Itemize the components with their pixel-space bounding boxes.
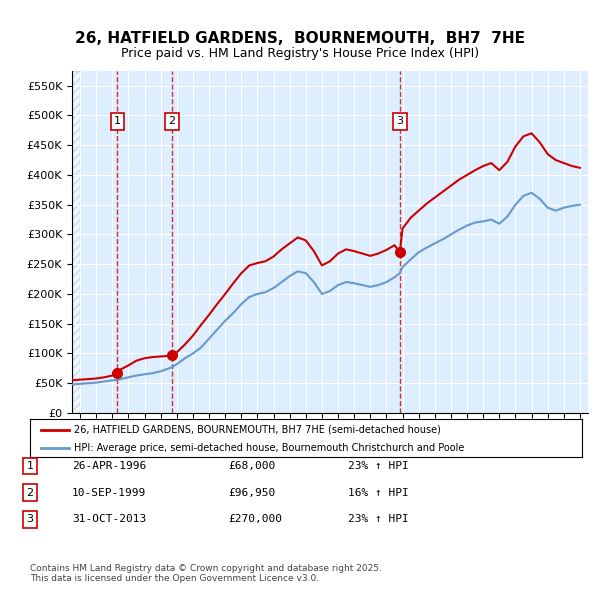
Text: 2: 2 xyxy=(169,116,176,126)
Text: HPI: Average price, semi-detached house, Bournemouth Christchurch and Poole: HPI: Average price, semi-detached house,… xyxy=(74,442,464,453)
Text: 26, HATFIELD GARDENS,  BOURNEMOUTH,  BH7  7HE: 26, HATFIELD GARDENS, BOURNEMOUTH, BH7 7… xyxy=(75,31,525,46)
Text: £270,000: £270,000 xyxy=(228,514,282,524)
Text: 26, HATFIELD GARDENS, BOURNEMOUTH, BH7 7HE (semi-detached house): 26, HATFIELD GARDENS, BOURNEMOUTH, BH7 7… xyxy=(74,425,441,435)
Text: 2: 2 xyxy=(26,488,34,497)
Text: £68,000: £68,000 xyxy=(228,461,275,471)
Text: 23% ↑ HPI: 23% ↑ HPI xyxy=(348,514,409,524)
Text: 3: 3 xyxy=(26,514,34,524)
Text: 10-SEP-1999: 10-SEP-1999 xyxy=(72,488,146,497)
Text: 3: 3 xyxy=(397,116,403,126)
Text: 16% ↑ HPI: 16% ↑ HPI xyxy=(348,488,409,497)
Text: 31-OCT-2013: 31-OCT-2013 xyxy=(72,514,146,524)
Text: 23% ↑ HPI: 23% ↑ HPI xyxy=(348,461,409,471)
Text: 1: 1 xyxy=(114,116,121,126)
Text: Price paid vs. HM Land Registry's House Price Index (HPI): Price paid vs. HM Land Registry's House … xyxy=(121,47,479,60)
Text: 26-APR-1996: 26-APR-1996 xyxy=(72,461,146,471)
Bar xyxy=(72,71,80,413)
Text: Contains HM Land Registry data © Crown copyright and database right 2025.
This d: Contains HM Land Registry data © Crown c… xyxy=(30,563,382,583)
Text: 1: 1 xyxy=(26,461,34,471)
Text: £96,950: £96,950 xyxy=(228,488,275,497)
